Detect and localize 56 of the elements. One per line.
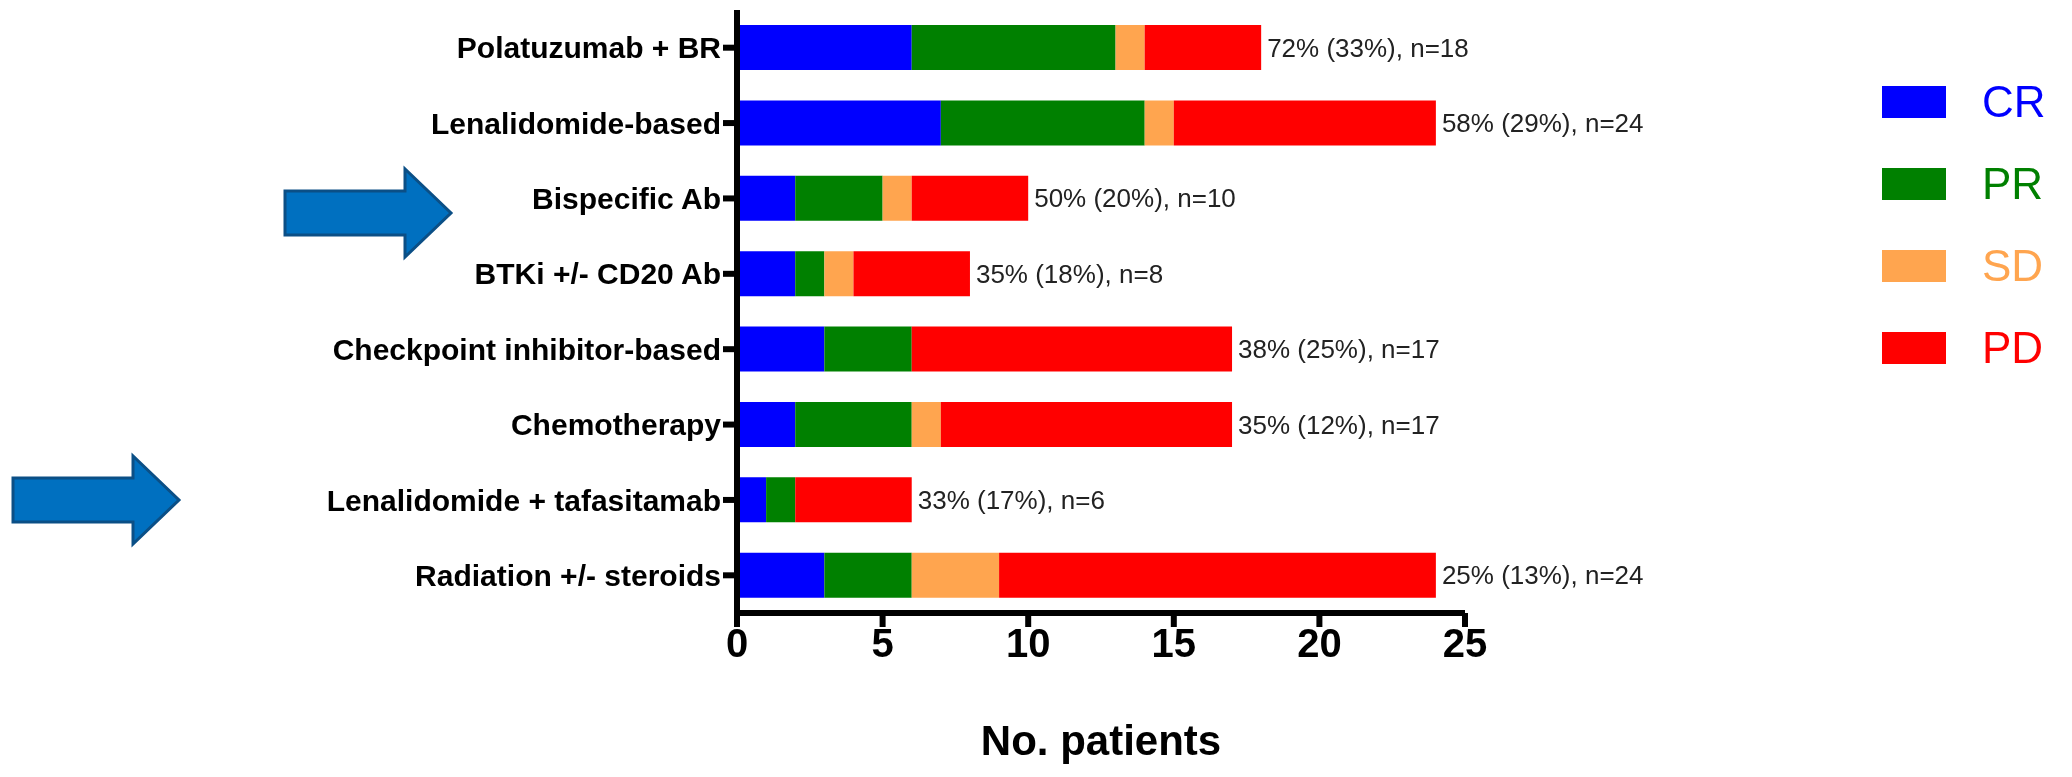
x-tick-label: 15	[1151, 621, 1197, 666]
bar	[911, 175, 1029, 221]
total-label: 35% (18%), n=8	[975, 258, 1164, 289]
legend-label: PR	[1982, 159, 2044, 208]
y-tick-label: Chemotherapy	[510, 408, 722, 442]
x-tick-label: 5	[871, 621, 894, 666]
bar	[1173, 100, 1436, 146]
y-tick-label: Checkpoint inhibitor-based	[332, 332, 721, 366]
y-tick-label: Polatuzumab + BR	[456, 31, 722, 65]
x-tick-label: 20	[1297, 621, 1342, 666]
legend-label: CR	[1982, 77, 2046, 126]
legend-label: SD	[1982, 241, 2044, 290]
bar	[795, 477, 912, 523]
y-tick-label: Lenalidomide + tafasitamab	[326, 483, 721, 517]
bar	[737, 175, 796, 221]
total-label: 25% (13%), n=24	[1441, 560, 1644, 591]
x-tick-label: 25	[1442, 621, 1488, 666]
bar	[1115, 25, 1145, 71]
bar	[882, 175, 912, 221]
bar	[824, 326, 912, 372]
y-tick-label: BTKi +/- CD20 Ab	[474, 257, 721, 291]
legend-label: PD	[1982, 323, 2044, 372]
bar	[737, 100, 941, 146]
bar	[940, 100, 1145, 146]
bar	[999, 552, 1436, 598]
x-tick-label: 10	[1005, 621, 1051, 666]
bar	[737, 25, 912, 71]
bar	[853, 251, 970, 297]
bar	[940, 401, 1233, 447]
y-tick-label: Bispecific Ab	[532, 182, 721, 216]
bar	[795, 251, 825, 297]
x-tick-label: 0	[725, 621, 749, 666]
total-label: 72% (33%), n=18	[1267, 32, 1469, 63]
bar	[911, 401, 941, 447]
bar	[737, 251, 796, 297]
bar	[824, 251, 854, 297]
total-label: 33% (17%), n=6	[917, 484, 1105, 515]
bar	[766, 477, 796, 523]
bar	[795, 401, 912, 447]
total-label: 38% (25%), n=17	[1238, 334, 1440, 365]
bar	[1144, 100, 1174, 146]
bar	[737, 401, 796, 447]
bar	[911, 326, 1233, 372]
total-label: 58% (29%), n=24	[1441, 108, 1644, 139]
bar	[824, 552, 912, 598]
y-tick-label: Lenalidomide-based	[430, 106, 721, 140]
bar	[795, 175, 883, 221]
total-label: 35% (12%), n=17	[1238, 409, 1440, 440]
bar	[737, 552, 825, 598]
y-tick-label: Radiation +/- steroids	[415, 558, 721, 592]
total-label: 50% (20%), n=10	[1034, 183, 1236, 214]
bar	[911, 552, 1000, 598]
bar	[737, 326, 825, 372]
bar	[911, 25, 1116, 71]
bar	[1144, 25, 1262, 71]
x-axis-title: No. patients	[980, 717, 1222, 764]
